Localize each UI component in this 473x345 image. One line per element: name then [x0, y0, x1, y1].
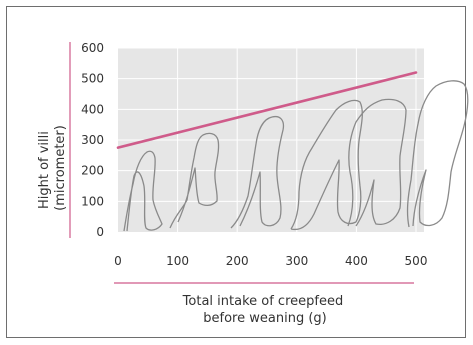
y-tick-label-500: 500: [81, 72, 104, 86]
x-axis-title-line-1: Total intake of creepfeed: [182, 294, 344, 309]
x-tick-labels: 0 100 200 300 400 500: [114, 254, 427, 268]
y-tick-label-100: 100: [81, 194, 104, 208]
villus-outline-1: [123, 150, 163, 232]
y-tick-label-0: 0: [96, 225, 104, 239]
x-tick-label-200: 200: [226, 254, 249, 268]
villus-outline-6: [406, 80, 469, 228]
trend-line-1: [116, 71, 418, 149]
x-tick-label-300: 300: [285, 254, 308, 268]
x-tick-label-500: 500: [405, 254, 428, 268]
villus-outline-3: [230, 115, 285, 229]
x-tick-label-100: 100: [166, 254, 189, 268]
grid-lines: [118, 47, 424, 232]
x-axis-title: Total intake of creepfeed before weaning…: [182, 294, 348, 326]
y-tick-label-200: 200: [81, 164, 104, 178]
y-tick-label-400: 400: [81, 102, 104, 116]
y-axis-title-line-2: (micrometer): [53, 125, 68, 211]
y-tick-label-600: 600: [81, 41, 104, 55]
x-tick-label-0: 0: [114, 254, 122, 268]
y-axis-title: Hight of villi (micrometer): [37, 125, 68, 211]
villi-illustration: [123, 80, 469, 232]
x-tick-label-400: 400: [345, 254, 368, 268]
villus-outline-2: [169, 132, 220, 229]
x-axis-title-line-2: before weaning (g): [203, 311, 326, 326]
villus-outline-5: [347, 98, 407, 227]
villus-outline-4: [290, 99, 363, 231]
y-axis-title-line-1: Hight of villi: [37, 131, 52, 209]
y-tick-labels: 0 100 200 300 400 500 600: [81, 41, 104, 239]
y-tick-label-300: 300: [81, 133, 104, 147]
trend-series: [116, 71, 418, 149]
